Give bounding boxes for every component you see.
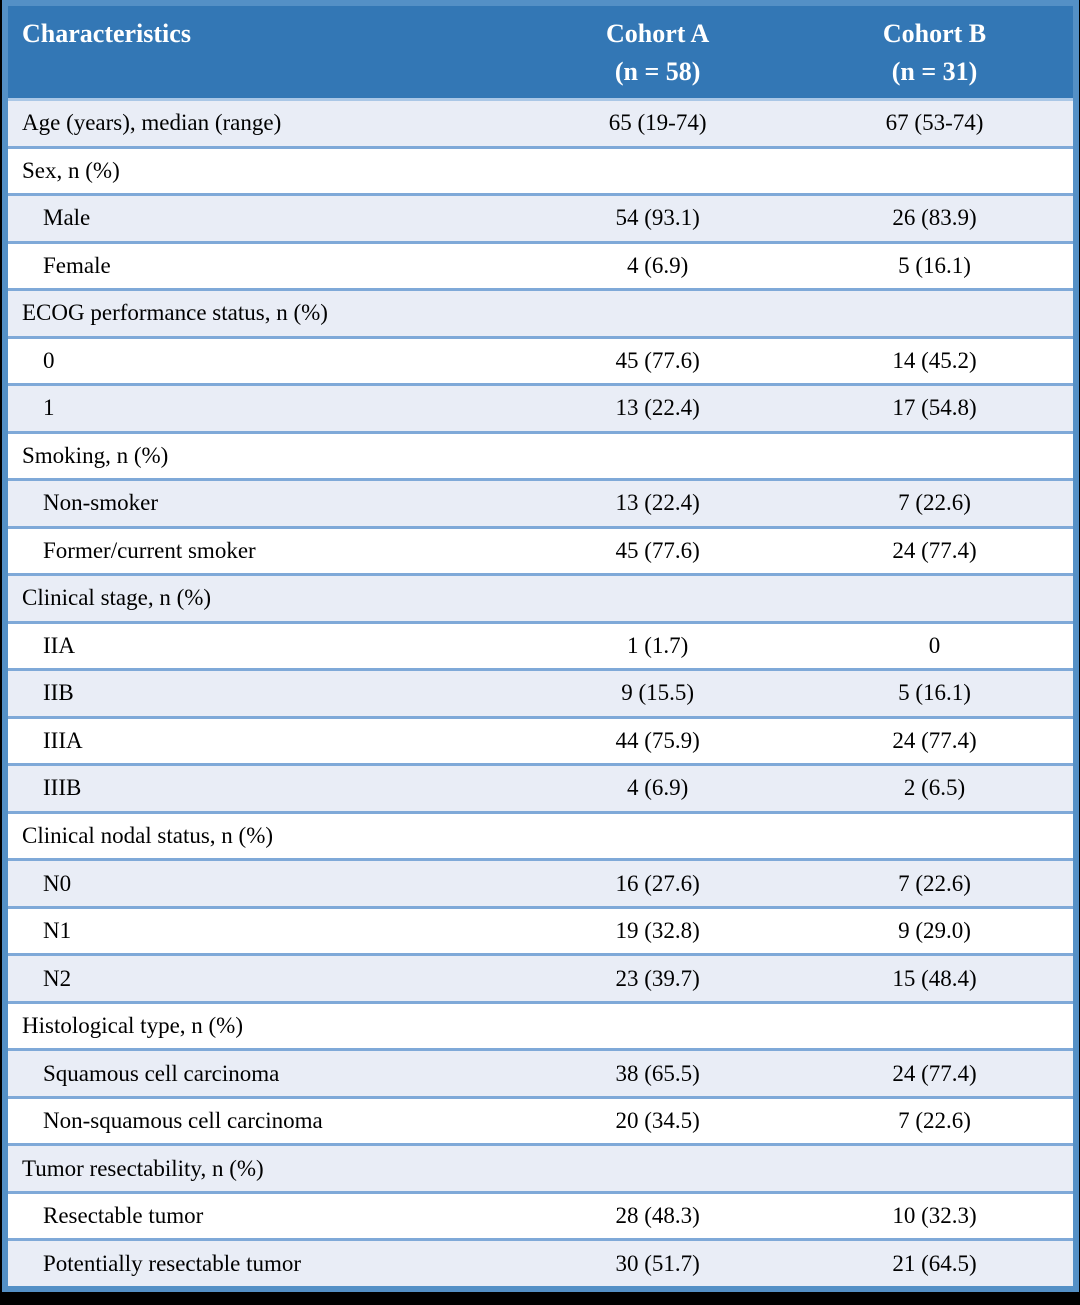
row-label: ECOG performance status, n (%) xyxy=(22,300,328,326)
table-body: Age (years), median (range) 65 (19-74) 6… xyxy=(8,98,1073,1286)
row-label: Resectable tumor xyxy=(43,1203,204,1229)
table-row-stage-iib: IIB 9 (15.5) 5 (16.1) xyxy=(8,668,1073,716)
cohort-b-value: 5 (16.1) xyxy=(898,680,971,706)
header-cohort-a-cell: Cohort A (n = 58) xyxy=(519,6,796,98)
table-row-stage-iia: IIA 1 (1.7) 0 xyxy=(8,620,1073,669)
table-row-male: Male 54 (93.1) 26 (83.9) xyxy=(8,193,1073,241)
table-row-non-squamous: Non-squamous cell carcinoma 20 (34.5) 7 … xyxy=(8,1095,1073,1144)
cohort-a-n: (n = 58) xyxy=(614,57,701,86)
cohort-b-n: (n = 31) xyxy=(891,57,978,86)
row-label: Smoking, n (%) xyxy=(22,442,169,468)
cohort-b-value: 15 (48.4) xyxy=(892,965,977,991)
table-row-histological-type-category: Histological type, n (%) xyxy=(8,1000,1073,1049)
row-label: IIA xyxy=(43,632,75,658)
row-label: Male xyxy=(43,205,91,231)
cohort-a-value: 23 (39.7) xyxy=(615,965,700,991)
cohort-a-value: 54 (93.1) xyxy=(615,205,700,231)
table-row-n2: N2 23 (39.7) 15 (48.4) xyxy=(8,953,1073,1001)
row-label: 0 xyxy=(43,347,55,373)
row-label: Non-smoker xyxy=(43,490,158,516)
cohort-a-value: 13 (22.4) xyxy=(615,395,700,421)
header-characteristics-cell: Characteristics xyxy=(8,6,519,98)
row-label: Squamous cell carcinoma xyxy=(43,1060,280,1086)
row-label: Former/current smoker xyxy=(43,537,256,563)
table-row-n0: N0 16 (27.6) 7 (22.6) xyxy=(8,858,1073,906)
cohort-a-value: 65 (19-74) xyxy=(608,110,707,136)
cohort-a-value: 44 (75.9) xyxy=(615,727,700,753)
row-label: N0 xyxy=(43,870,72,896)
row-label: IIIA xyxy=(43,727,83,753)
table-row-ecog-0: 0 45 (77.6) 14 (45.2) xyxy=(8,335,1073,384)
row-label: Clinical nodal status, n (%) xyxy=(22,822,274,848)
cohort-b-name: Cohort B xyxy=(882,19,987,48)
table-row-non-smoker: Non-smoker 13 (22.4) 7 (22.6) xyxy=(8,478,1073,526)
table-row-n1: N1 19 (32.8) 9 (29.0) xyxy=(8,905,1073,954)
row-label: N1 xyxy=(43,918,72,944)
cohort-a-value: 45 (77.6) xyxy=(615,347,700,373)
cohort-a-value: 13 (22.4) xyxy=(615,490,700,516)
table-row-squamous: Squamous cell carcinoma 38 (65.5) 24 (77… xyxy=(8,1048,1073,1096)
table-row-potentially-resectable: Potentially resectable tumor 30 (51.7) 2… xyxy=(8,1238,1073,1286)
table-row-nodal-status-category: Clinical nodal status, n (%) xyxy=(8,810,1073,859)
table-row-sex-category: Sex, n (%) xyxy=(8,145,1073,194)
cohort-b-value: 24 (77.4) xyxy=(892,727,977,753)
cohort-a-value: 30 (51.7) xyxy=(615,1250,700,1276)
cohort-b-value: 17 (54.8) xyxy=(892,395,977,421)
row-label: Potentially resectable tumor xyxy=(43,1250,302,1276)
cohort-a-value: 4 (6.9) xyxy=(626,775,689,801)
cohort-b-value: 7 (22.6) xyxy=(898,1108,971,1134)
cohort-b-value: 21 (64.5) xyxy=(892,1250,977,1276)
cohort-a-value: 28 (48.3) xyxy=(615,1203,700,1229)
row-label: Histological type, n (%) xyxy=(22,1013,244,1039)
cohort-b-value: 7 (22.6) xyxy=(898,490,971,516)
header-characteristics-label: Characteristics xyxy=(22,19,191,48)
table-row-smoking-category: Smoking, n (%) xyxy=(8,430,1073,479)
cohort-b-value: 10 (32.3) xyxy=(892,1203,977,1229)
cohort-b-value: 7 (22.6) xyxy=(898,870,971,896)
cohort-a-name: Cohort A xyxy=(605,19,710,48)
row-label: N2 xyxy=(43,965,72,991)
row-label: Sex, n (%) xyxy=(22,157,120,183)
cohort-b-value: 0 xyxy=(928,632,941,658)
row-label: Non-squamous cell carcinoma xyxy=(43,1108,323,1134)
cohort-b-value: 67 (53-74) xyxy=(885,110,984,136)
row-label: 1 xyxy=(43,395,55,421)
row-label: IIB xyxy=(43,680,74,706)
table-row-female: Female 4 (6.9) 5 (16.1) xyxy=(8,240,1073,289)
cohort-b-value: 24 (77.4) xyxy=(892,537,977,563)
cohort-b-value: 24 (77.4) xyxy=(892,1060,977,1086)
cohort-b-value: 5 (16.1) xyxy=(898,252,971,278)
cohort-b-value: 26 (83.9) xyxy=(892,205,977,231)
table-row-age: Age (years), median (range) 65 (19-74) 6… xyxy=(8,98,1073,146)
cohort-a-value: 19 (32.8) xyxy=(615,918,700,944)
table-row-ecog-category: ECOG performance status, n (%) xyxy=(8,288,1073,336)
table-row-resectable: Resectable tumor 28 (48.3) 10 (32.3) xyxy=(8,1190,1073,1239)
cohort-a-value: 9 (15.5) xyxy=(621,680,695,706)
table-row-stage-iiia: IIIA 44 (75.9) 24 (77.4) xyxy=(8,715,1073,764)
cohort-b-value: 2 (6.5) xyxy=(903,775,966,801)
row-label: Clinical stage, n (%) xyxy=(22,585,212,611)
header-cohort-b-cell: Cohort B (n = 31) xyxy=(796,6,1073,98)
row-label: IIIB xyxy=(43,775,82,801)
cohort-a-value: 38 (65.5) xyxy=(615,1060,700,1086)
table-row-former-current-smoker: Former/current smoker 45 (77.6) 24 (77.4… xyxy=(8,525,1073,574)
cohort-b-value: 9 (29.0) xyxy=(898,918,971,944)
cohort-a-value: 1 (1.7) xyxy=(626,632,689,658)
table-header-row: Characteristics Cohort A (n = 58) Cohort… xyxy=(8,6,1073,98)
cohort-a-value: 4 (6.9) xyxy=(626,252,689,278)
row-label: Female xyxy=(43,252,111,278)
row-label: Age (years), median (range) xyxy=(22,110,282,136)
cohort-b-value: 14 (45.2) xyxy=(892,347,977,373)
table-row-ecog-1: 1 13 (22.4) 17 (54.8) xyxy=(8,383,1073,431)
cohort-a-value: 16 (27.6) xyxy=(615,870,700,896)
table-row-stage-iiib: IIIB 4 (6.9) 2 (6.5) xyxy=(8,763,1073,811)
cohort-a-value: 45 (77.6) xyxy=(615,537,700,563)
row-label: Tumor resectability, n (%) xyxy=(22,1155,264,1181)
cohort-a-value: 20 (34.5) xyxy=(615,1108,700,1134)
table-row-resectability-category: Tumor resectability, n (%) xyxy=(8,1143,1073,1191)
table-row-clinical-stage-category: Clinical stage, n (%) xyxy=(8,573,1073,621)
